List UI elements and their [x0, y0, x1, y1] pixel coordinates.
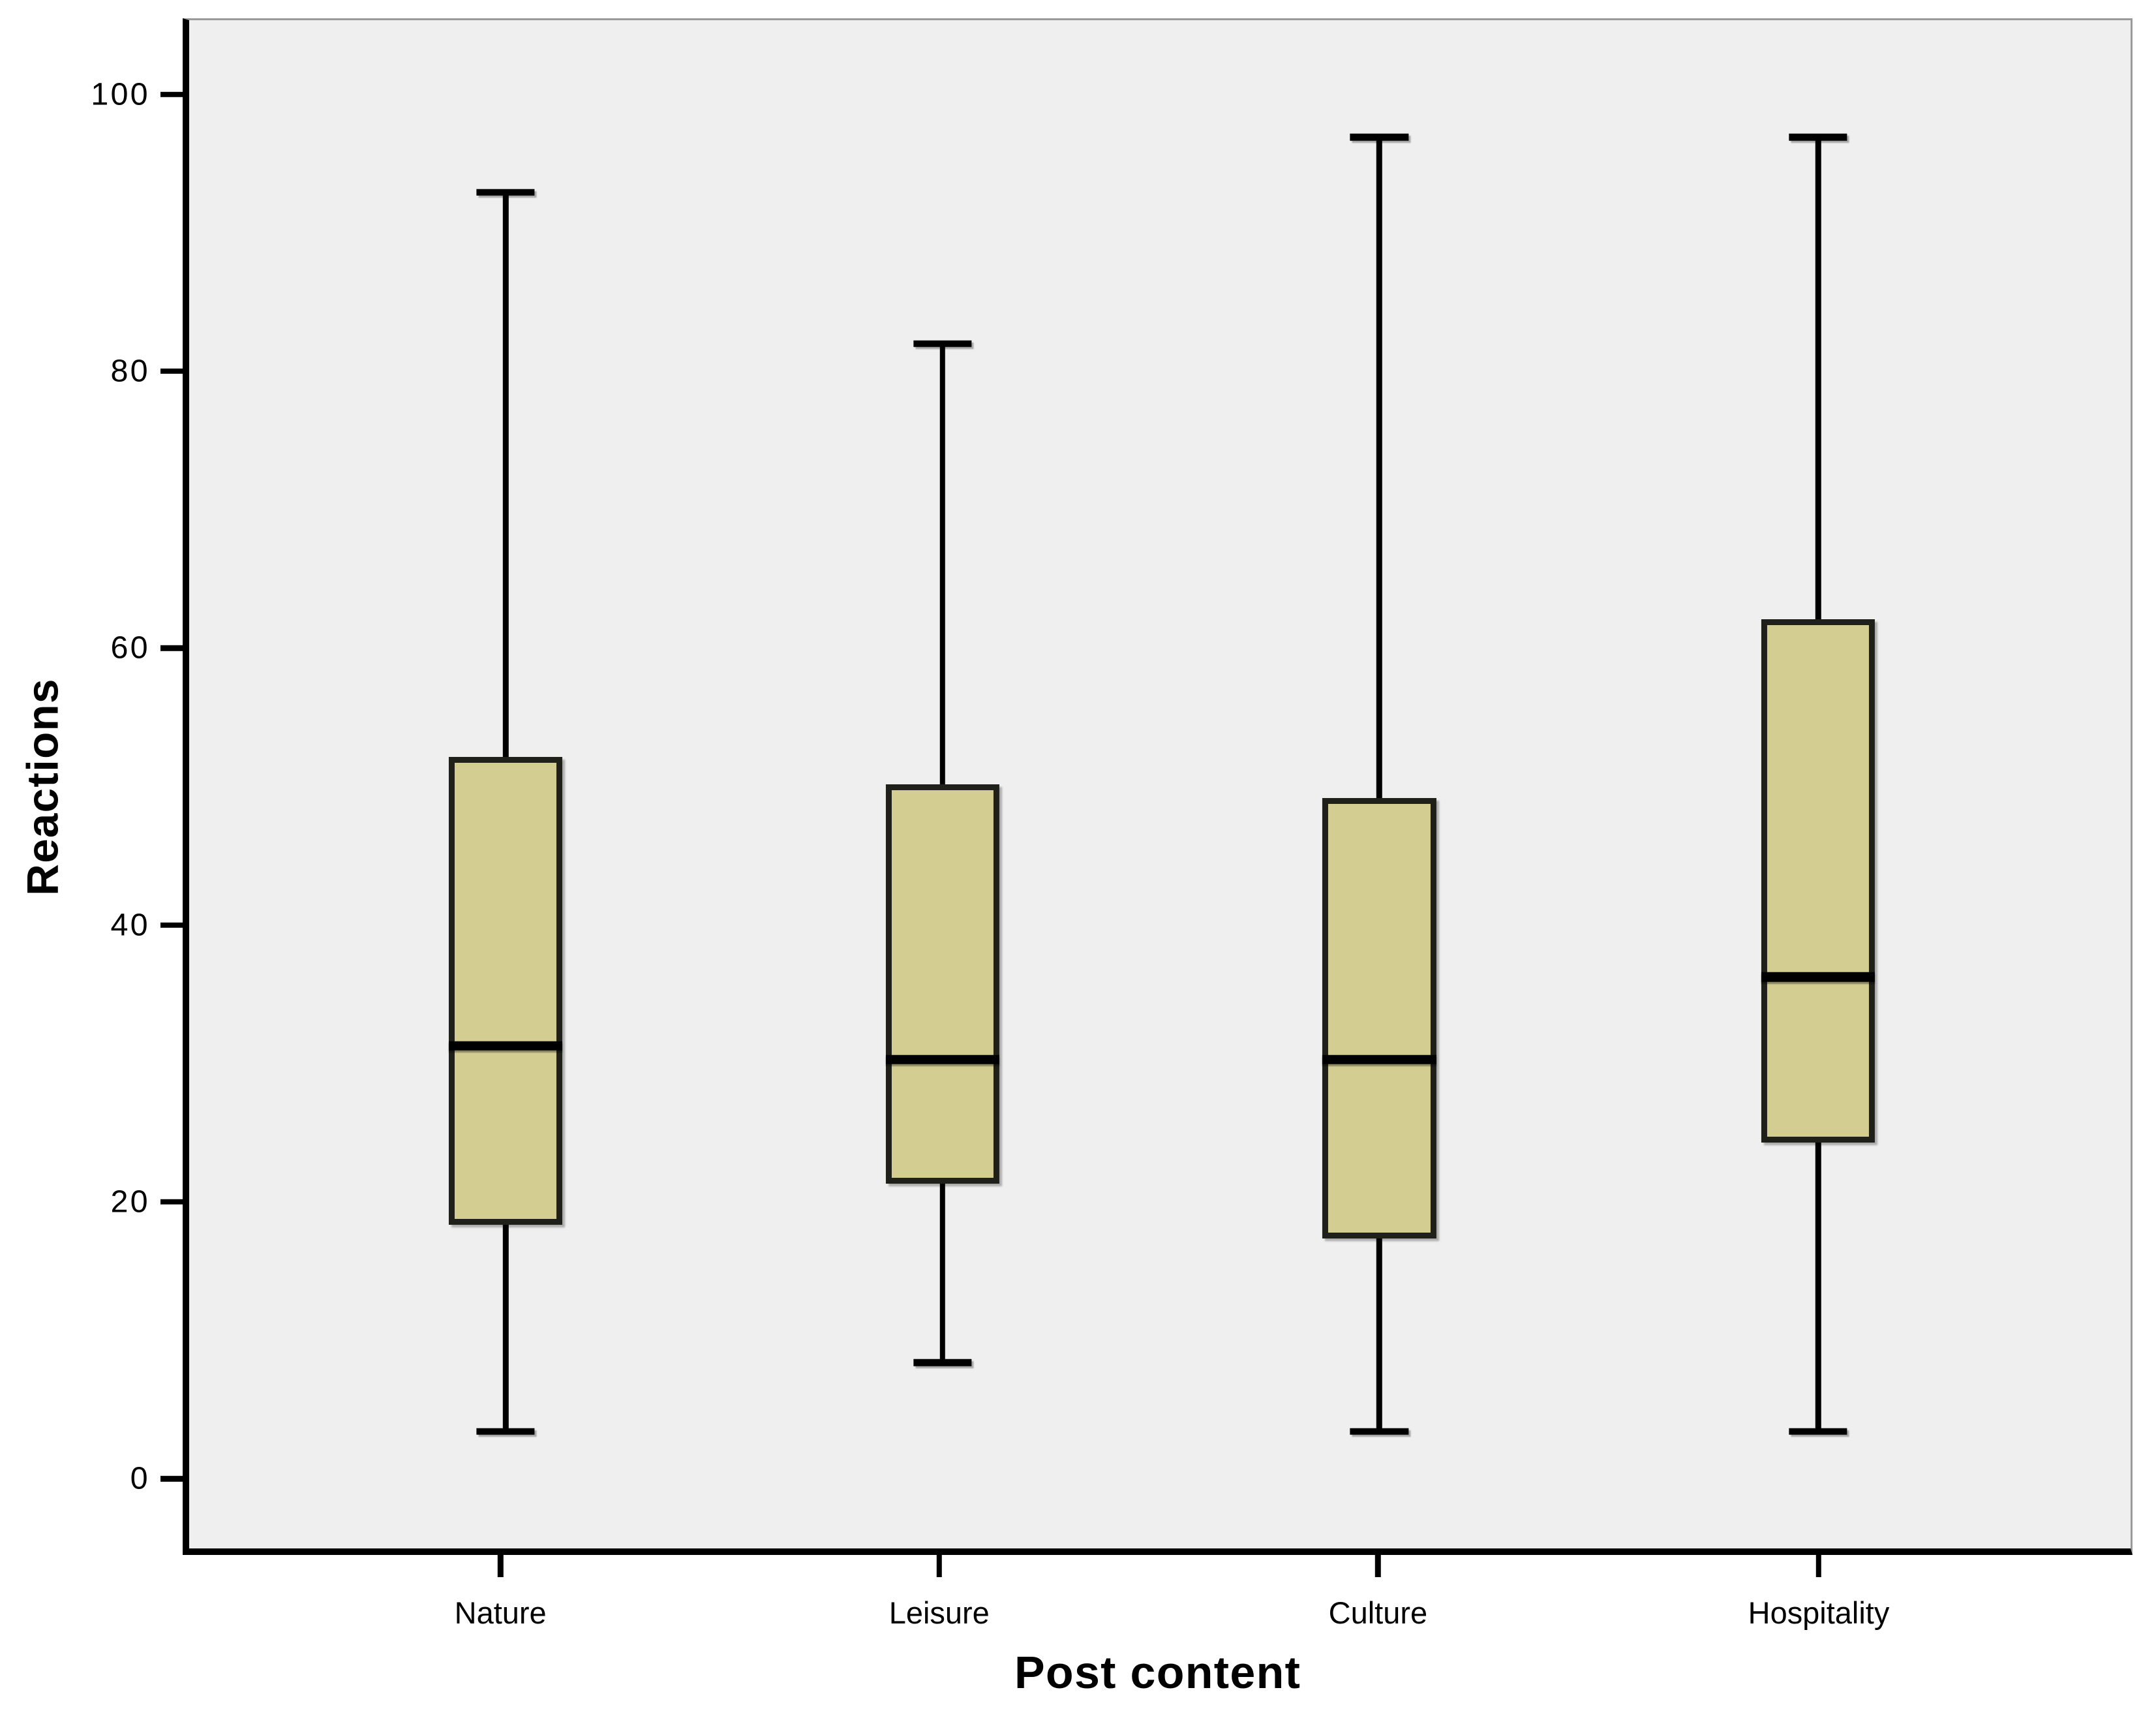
whisker-cap-min [913, 1359, 972, 1366]
iqr-box [885, 784, 999, 1184]
x-tick-mark [1815, 1555, 1822, 1578]
y-tick-label: 20 [110, 1184, 150, 1220]
whisker-cap-max [476, 189, 535, 196]
x-tick-label: Leisure [888, 1595, 990, 1630]
whisker-cap-min [1350, 1428, 1409, 1435]
median-line [1761, 972, 1875, 982]
x-tick-label: Hospitality [1748, 1595, 1890, 1630]
x-tick-label: Culture [1328, 1595, 1428, 1630]
y-tick-label: 40 [110, 907, 150, 943]
x-tick-label: Nature [454, 1595, 547, 1630]
y-tick-mark [160, 1199, 183, 1205]
whisker-cap-max [913, 340, 972, 348]
plot-area [182, 18, 2133, 1555]
x-tick-mark [497, 1555, 504, 1578]
iqr-box [449, 756, 563, 1225]
y-axis: 0 20 40 60 80 100 [0, 18, 183, 1555]
whisker-cap-min [1789, 1428, 1847, 1435]
whisker-line [1376, 137, 1382, 1432]
y-tick-mark [160, 922, 183, 928]
y-tick-mark [160, 645, 183, 651]
iqr-box [1761, 619, 1875, 1143]
y-tick-mark [160, 1476, 183, 1482]
y-tick-mark [160, 368, 183, 375]
median-line [1322, 1054, 1436, 1065]
median-line [885, 1054, 999, 1065]
x-axis: Nature Leisure Culture Hospitality [183, 1555, 2133, 1722]
x-tick-mark [936, 1555, 942, 1578]
y-tick-label: 100 [91, 76, 150, 112]
x-axis-title: Post content [1014, 1646, 1301, 1698]
y-tick-label: 60 [110, 630, 150, 666]
whisker-cap-max [1350, 134, 1409, 141]
y-tick-mark [160, 91, 183, 97]
iqr-box [1322, 798, 1436, 1239]
y-tick-label: 80 [110, 353, 150, 389]
whisker-cap-max [1789, 134, 1847, 141]
x-tick-mark [1375, 1555, 1381, 1578]
y-tick-label: 0 [130, 1461, 150, 1497]
median-line [449, 1041, 563, 1051]
whisker-cap-min [476, 1428, 535, 1435]
